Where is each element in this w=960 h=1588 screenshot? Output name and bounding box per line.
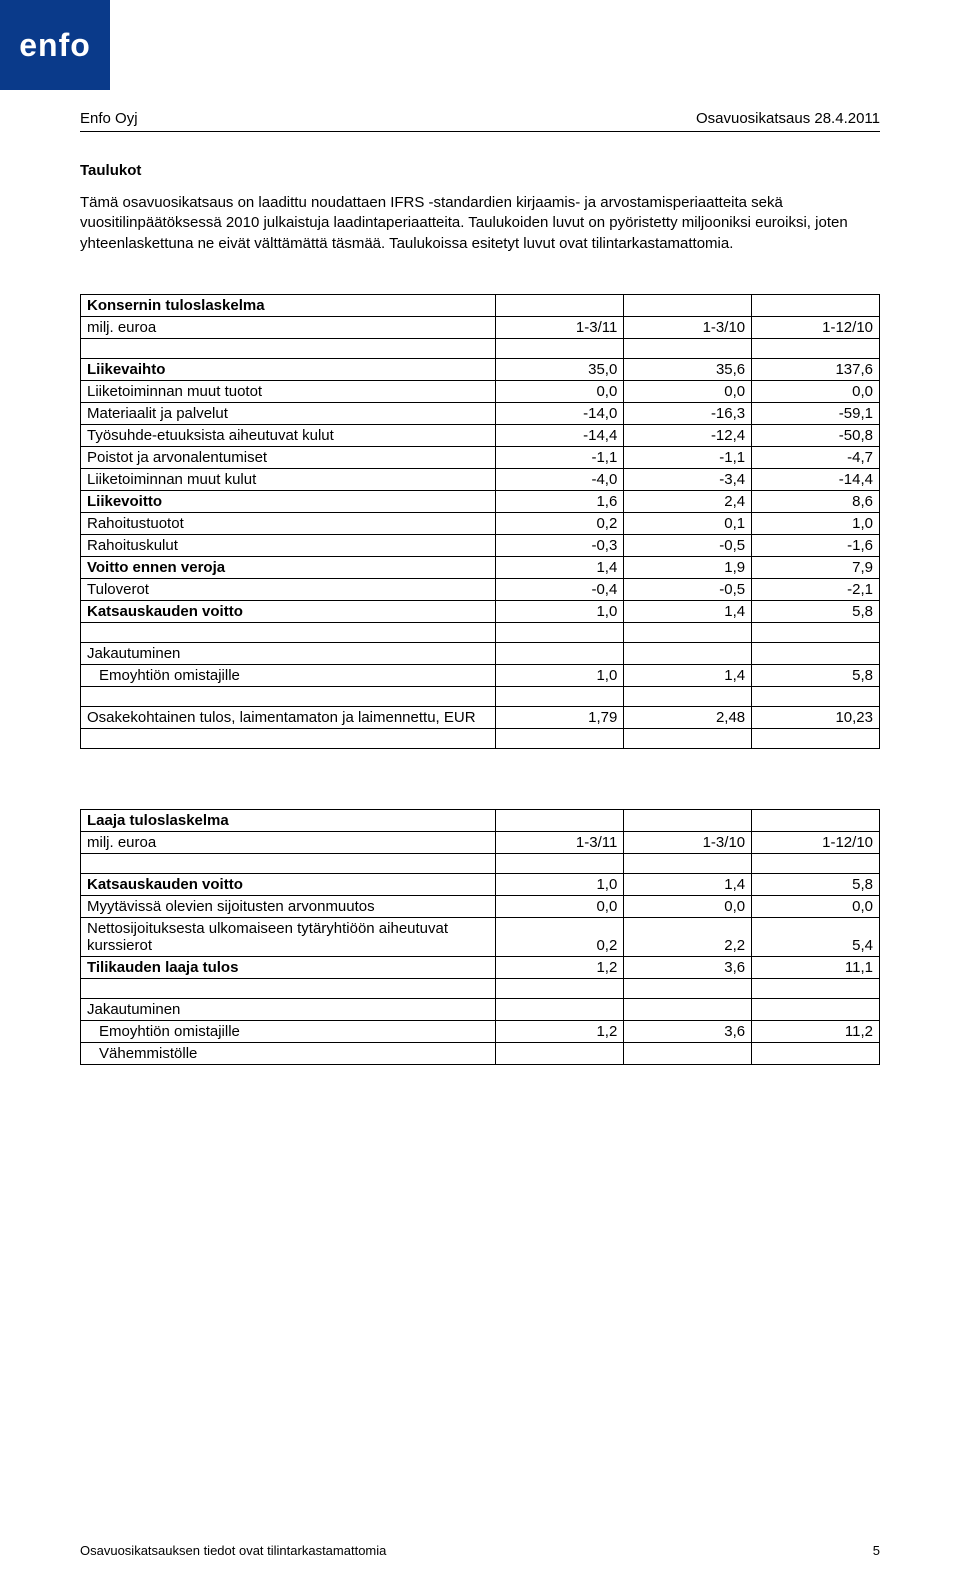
- table-row: Liiketoiminnan muut kulut-4,0-3,4-14,4: [81, 468, 880, 490]
- table-row: Emoyhtiön omistajille1,01,45,8: [81, 664, 880, 686]
- table-title-row: Laaja tuloslaskelma: [81, 809, 880, 831]
- col-header: 1-3/10: [624, 316, 752, 338]
- blank-row: [81, 978, 880, 998]
- col-header: 1-3/11: [496, 831, 624, 853]
- table-row: Poistot ja arvonalentumiset-1,1-1,1-4,7: [81, 446, 880, 468]
- col-header: 1-3/10: [624, 831, 752, 853]
- table-row: Työsuhde-etuuksista aiheutuvat kulut-14,…: [81, 424, 880, 446]
- table-row: Materiaalit ja palvelut-14,0-16,3-59,1: [81, 402, 880, 424]
- table-row: Liikevoitto1,62,48,6: [81, 490, 880, 512]
- table-row: Katsauskauden voitto1,01,45,8: [81, 873, 880, 895]
- table-row: Tuloverot-0,4-0,5-2,1: [81, 578, 880, 600]
- table1-title: Konsernin tuloslaskelma: [81, 294, 496, 316]
- unit-label: milj. euroa: [81, 316, 496, 338]
- page: enfo Enfo Oyj Osavuosikatsaus 28.4.2011 …: [0, 0, 960, 1588]
- table-row: Emoyhtiön omistajille1,23,611,2: [81, 1020, 880, 1042]
- jakautuminen-header: Jakautuminen: [81, 998, 880, 1020]
- logo: enfo: [0, 0, 110, 90]
- blank-row: [81, 338, 880, 358]
- col-header: 1-12/10: [752, 831, 880, 853]
- income-statement-table: Konsernin tuloslaskelma milj. euroa 1-3/…: [80, 294, 880, 749]
- unit-label: milj. euroa: [81, 831, 496, 853]
- table-row: Myytävissä olevien sijoitusten arvonmuut…: [81, 895, 880, 917]
- intro-title: Taulukot: [80, 162, 880, 179]
- table-row: Liikevaihto35,035,6137,6: [81, 358, 880, 380]
- table2-title: Laaja tuloslaskelma: [81, 809, 496, 831]
- jakautuminen-header: Jakautuminen: [81, 642, 880, 664]
- logo-text: enfo: [19, 27, 91, 64]
- comprehensive-income-table: Laaja tuloslaskelma milj. euroa 1-3/11 1…: [80, 809, 880, 1065]
- blank-row: [81, 853, 880, 873]
- table-row: Katsauskauden voitto1,01,45,8: [81, 600, 880, 622]
- table-row: Vähemmistölle: [81, 1042, 880, 1064]
- table-title-row: Konsernin tuloslaskelma: [81, 294, 880, 316]
- footer-text: Osavuosikatsauksen tiedot ovat tilintark…: [80, 1543, 386, 1558]
- col-header: 1-3/11: [496, 316, 624, 338]
- table-row: Rahoitustuotot0,20,11,0: [81, 512, 880, 534]
- company-name: Enfo Oyj: [80, 110, 138, 127]
- intro-text: Tämä osavuosikatsaus on laadittu noudatt…: [80, 193, 880, 254]
- blank-row: [81, 728, 880, 748]
- blank-row: [81, 686, 880, 706]
- table-row: Tilikauden laaja tulos1,23,611,1: [81, 956, 880, 978]
- page-number: 5: [873, 1543, 880, 1558]
- eps-row: Osakekohtainen tulos, laimentamaton ja l…: [81, 706, 880, 728]
- table-header-row: milj. euroa 1-3/11 1-3/10 1-12/10: [81, 831, 880, 853]
- doc-title: Osavuosikatsaus 28.4.2011: [696, 110, 880, 127]
- col-header: 1-12/10: [752, 316, 880, 338]
- footer: Osavuosikatsauksen tiedot ovat tilintark…: [80, 1543, 880, 1558]
- table-header-row: milj. euroa 1-3/11 1-3/10 1-12/10: [81, 316, 880, 338]
- table-row: Nettosijoituksesta ulkomaiseen tytäryhti…: [81, 917, 880, 956]
- table-row: Liiketoiminnan muut tuotot0,00,00,0: [81, 380, 880, 402]
- blank-row: [81, 622, 880, 642]
- table-row: Rahoituskulut-0,3-0,5-1,6: [81, 534, 880, 556]
- header-line: Enfo Oyj Osavuosikatsaus 28.4.2011: [80, 110, 880, 132]
- table-row: Voitto ennen veroja1,41,97,9: [81, 556, 880, 578]
